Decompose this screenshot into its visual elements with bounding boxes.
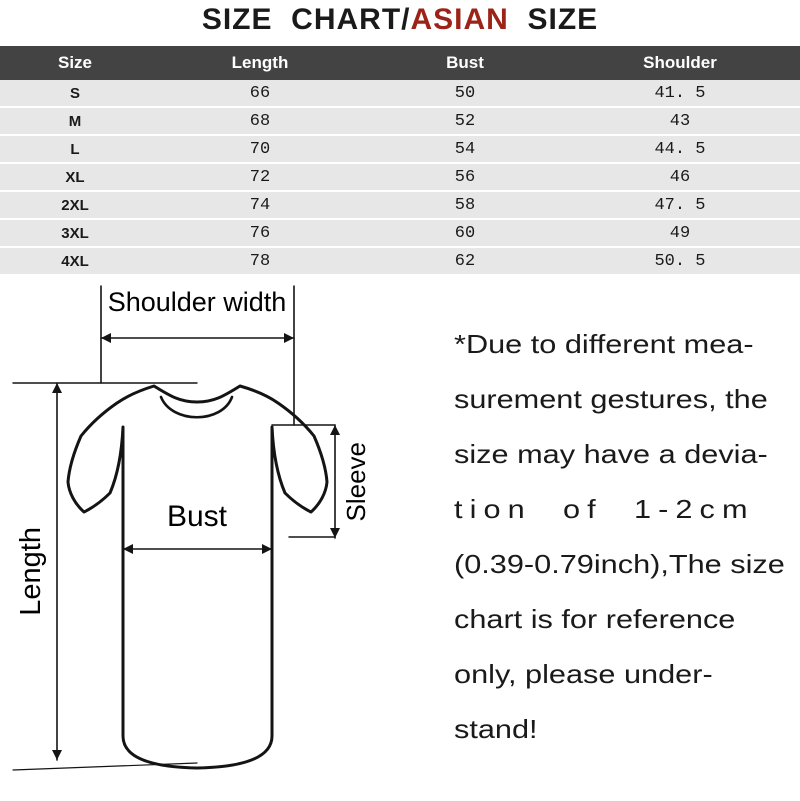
svg-text:Bust: Bust [167, 500, 228, 533]
svg-text:Shoulder width: Shoulder width [108, 287, 287, 317]
